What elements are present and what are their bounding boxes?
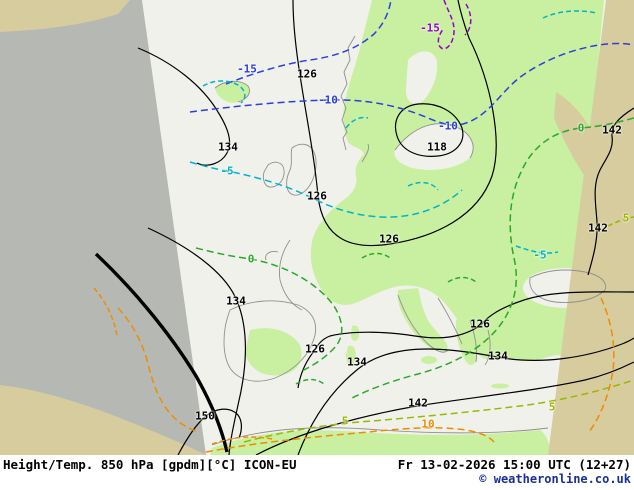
temp-contour-5	[243, 379, 634, 443]
height-contour-134-northwest	[137, 47, 231, 166]
coast-ireland	[262, 161, 285, 188]
crete	[491, 383, 509, 389]
coast-north-africa	[211, 427, 549, 446]
temp-segment-baltic	[407, 181, 439, 191]
height-contour-134-west	[147, 227, 247, 455]
coast-italy	[397, 294, 449, 353]
sicily	[421, 356, 437, 364]
iceland	[215, 81, 250, 103]
temp-segment-orange-1	[93, 287, 118, 337]
height-contour-118	[395, 103, 464, 157]
temp-contour-0-east	[351, 117, 634, 399]
height-contour-126-south	[297, 291, 634, 389]
morocco-land	[0, 385, 206, 455]
height-contour-142-south	[255, 361, 634, 455]
temp-contour--15-purple-2	[464, 3, 472, 36]
temp-contour-10-southwest	[117, 307, 197, 432]
coastlines	[211, 35, 607, 446]
caption-row: Height/Temp. 850 hPa [gpdm][°C] ICON-EU …	[3, 457, 631, 472]
sardinia	[346, 345, 356, 365]
coast-baltic	[394, 123, 474, 159]
temp-contour--10	[189, 42, 634, 126]
coast-britain	[286, 143, 317, 196]
temp-contour-5-east	[607, 216, 634, 227]
temp-segment-norway	[345, 116, 369, 129]
corsica	[351, 325, 360, 341]
baltic-sea	[394, 123, 474, 170]
temp-contour--15-purple	[437, 0, 455, 50]
chart-title: Height/Temp. 850 hPa [gpdm][°C] ICON-EU	[3, 457, 297, 472]
height-contour-142-east	[587, 107, 634, 276]
weather-map	[0, 0, 634, 455]
temp-contour--5-east	[515, 245, 559, 254]
height-contour-134-south	[297, 337, 634, 455]
coast-norway	[340, 35, 356, 151]
copyright-row: © weatheronline.co.uk	[3, 472, 631, 487]
coast-greece	[469, 319, 491, 366]
north-africa-coast	[210, 430, 550, 455]
temp-segment-top-right	[542, 10, 597, 19]
europe-landmass	[310, 0, 604, 361]
greenland-corner	[0, 0, 130, 32]
height-contour-150	[177, 408, 242, 455]
valid-time: Fr 13-02-2026 15:00 UTC (12+27)	[397, 457, 631, 472]
coast-adriatic	[437, 297, 463, 345]
height-contour-bold	[94, 252, 229, 453]
temp-contour--5	[189, 161, 463, 218]
out-of-domain-sea	[0, 0, 206, 455]
temp-segment-green-2	[447, 276, 477, 283]
temp-segment-green-1	[361, 252, 391, 259]
copyright: © weatheronline.co.uk	[479, 472, 631, 486]
height-contours	[94, 0, 634, 455]
southeast-spain	[245, 328, 302, 376]
coast-iberia	[223, 300, 317, 382]
temp-segment-iceland	[202, 80, 246, 104]
coast-denmark	[361, 143, 369, 163]
italy	[397, 288, 448, 353]
temp-segment-green-3	[295, 378, 325, 385]
right-inland-patch	[554, 92, 603, 188]
coast-black-sea	[529, 269, 607, 303]
height-contour-126-north	[292, 0, 497, 247]
coast-france	[265, 239, 303, 311]
gulf-of-bothnia	[405, 51, 438, 104]
footer: Height/Temp. 850 hPa [gpdm][°C] ICON-EU …	[0, 455, 634, 490]
temp-contour-10	[205, 427, 495, 453]
temp-contours	[93, 0, 634, 453]
temp-contour-10-east	[588, 297, 615, 433]
